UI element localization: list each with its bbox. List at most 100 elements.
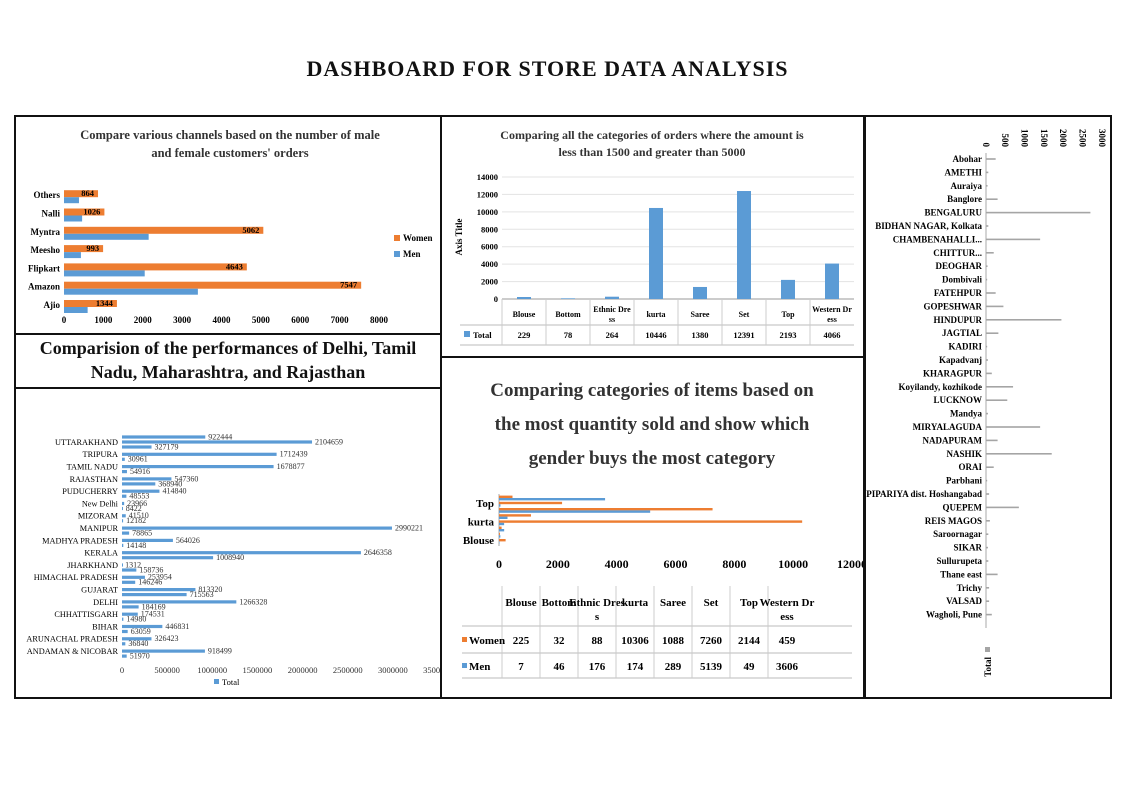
channels-category-label: Flipkart — [28, 263, 60, 273]
cities-category-label: Banglore — [947, 194, 982, 204]
cities-category-label: PIPARIYA dist. Hoshangabad — [866, 489, 982, 499]
gender-table-header: Western Dr — [760, 597, 815, 609]
gender-table-header: Blouse — [505, 597, 536, 609]
gender-x-tick: 2000 — [546, 557, 570, 571]
states-bar-value: 2990221 — [395, 524, 423, 533]
states-bar — [122, 629, 128, 634]
amount-y-tick: 8000 — [481, 224, 498, 234]
states-bar-value: 23966 — [127, 499, 147, 508]
states-category-label: MADHYA PRADESH — [42, 536, 118, 545]
states-category-label: MANIPUR — [80, 524, 119, 533]
gender-table-header: s — [595, 611, 600, 623]
cities-bar — [986, 372, 992, 375]
gender-table-men-value: 289 — [665, 661, 682, 673]
states-bar-value: 41510 — [129, 511, 149, 520]
channels-men-bar — [64, 233, 149, 240]
states-category-label: RAJASTHAN — [70, 475, 118, 484]
states-category-label: ANDAMAN & NICOBAR — [27, 647, 119, 656]
gender-x-tick: 12000 — [837, 557, 863, 571]
amount-table-value: 78 — [564, 330, 573, 340]
states-bar-value: 2104659 — [315, 437, 343, 446]
gender-table-header: Saree — [660, 597, 686, 609]
states-bar-value: 78865 — [132, 529, 152, 538]
cities-bar — [986, 265, 988, 267]
states-category-label: UTTARAKHAND — [55, 438, 118, 447]
channels-title-line: and female customers' orders — [151, 146, 308, 160]
states-category-label: TRIPURA — [83, 450, 119, 459]
states-bar-value: 51970 — [130, 652, 150, 661]
states-category-label: ARUNACHAL PRADESH — [26, 635, 118, 644]
amount-y-tick: 12000 — [477, 189, 498, 199]
states-bar-value: 14148 — [126, 541, 146, 550]
gender-table-men-value: 49 — [744, 661, 756, 673]
states-bar-value: 63059 — [131, 627, 151, 636]
states-category-label: HIMACHAL PRADESH — [34, 573, 118, 582]
channels-x-tick: 2000 — [134, 315, 153, 325]
cities-bar — [986, 479, 988, 482]
channels-x-tick: 0 — [62, 315, 67, 325]
cities-bar — [986, 453, 1052, 455]
amount-y-tick: 6000 — [481, 242, 498, 252]
states-bar-value: 564026 — [176, 536, 200, 545]
channels-legend-men: Men — [403, 249, 421, 259]
page-title: DASHBOARD FOR STORE DATA ANALYSIS — [306, 56, 789, 81]
states-x-tick: 1000000 — [197, 665, 227, 675]
amount-bar — [517, 297, 531, 299]
channels-x-tick: 3000 — [173, 315, 192, 325]
states-category-label: CHHATTISGARH — [54, 610, 118, 619]
amount-category-label: kurta — [646, 310, 665, 319]
cities-bar — [986, 211, 1091, 214]
gender-chart: Comparing categories of items based on th… — [462, 380, 867, 679]
cities-x-tick: 3000 — [1097, 129, 1107, 148]
gender-table-women-value: 32 — [554, 635, 566, 647]
cities-bar — [986, 319, 1062, 321]
cities-bar — [986, 171, 989, 174]
states-bar-value: 14980 — [126, 615, 146, 624]
states-category-label: MIZORAM — [78, 512, 119, 521]
cities-category-label: Koyilandy, kozhikode — [898, 382, 982, 392]
cities-bar — [986, 386, 1014, 388]
states-bar-value: 1712439 — [280, 450, 308, 459]
cities-category-label: Auraiya — [951, 181, 983, 191]
states-bar — [122, 563, 123, 567]
channels-category-label: Others — [34, 190, 61, 200]
states-bar-value: 12182 — [126, 516, 146, 525]
gender-women-bar — [499, 514, 532, 517]
gender-table-women-swatch — [462, 637, 467, 642]
states-bar — [122, 477, 172, 481]
states-bar-value: 54916 — [130, 467, 150, 476]
cities-bar — [986, 466, 994, 468]
states-bar-value: 174531 — [141, 610, 165, 619]
cities-bar — [986, 613, 992, 616]
states-bar — [122, 465, 274, 469]
states-bar-value: 2646358 — [364, 548, 392, 557]
cities-category-label: SIKAR — [953, 543, 982, 553]
cities-category-label: ORAI — [958, 462, 982, 472]
cities-category-label: FATEHPUR — [934, 288, 983, 298]
states-bar-value: 184169 — [142, 602, 166, 611]
cities-x-tick: 0 — [981, 143, 991, 148]
states-x-tick: 1500000 — [243, 665, 273, 675]
states-bar — [122, 575, 145, 579]
cities-bar — [986, 238, 1041, 241]
amount-category-label: ess — [827, 315, 837, 324]
amount-table-series-label: Total — [473, 330, 492, 340]
channels-men-bar — [64, 252, 81, 259]
states-bar-value: 813320 — [198, 585, 222, 594]
cities-x-tick: 1000 — [1020, 129, 1030, 148]
cities-category-label: Dombivali — [942, 275, 983, 285]
states-bar-value: 48553 — [129, 492, 149, 501]
cities-category-label: KADIRI — [948, 342, 982, 352]
cities-bar — [986, 412, 988, 415]
states-bar — [122, 470, 127, 474]
cities-bar — [986, 359, 988, 361]
channels-women-value: 864 — [81, 188, 95, 198]
cities-bar — [986, 573, 998, 576]
cities-category-label: KHARAGPUR — [923, 368, 982, 378]
amount-bar — [605, 296, 619, 299]
states-bar-value: 1312 — [125, 560, 141, 569]
states-bar — [122, 501, 125, 506]
states-x-tick: 2500000 — [333, 665, 363, 675]
states-category-label: TAMIL NADU — [67, 463, 118, 472]
amount-category-label: ss — [609, 315, 615, 324]
